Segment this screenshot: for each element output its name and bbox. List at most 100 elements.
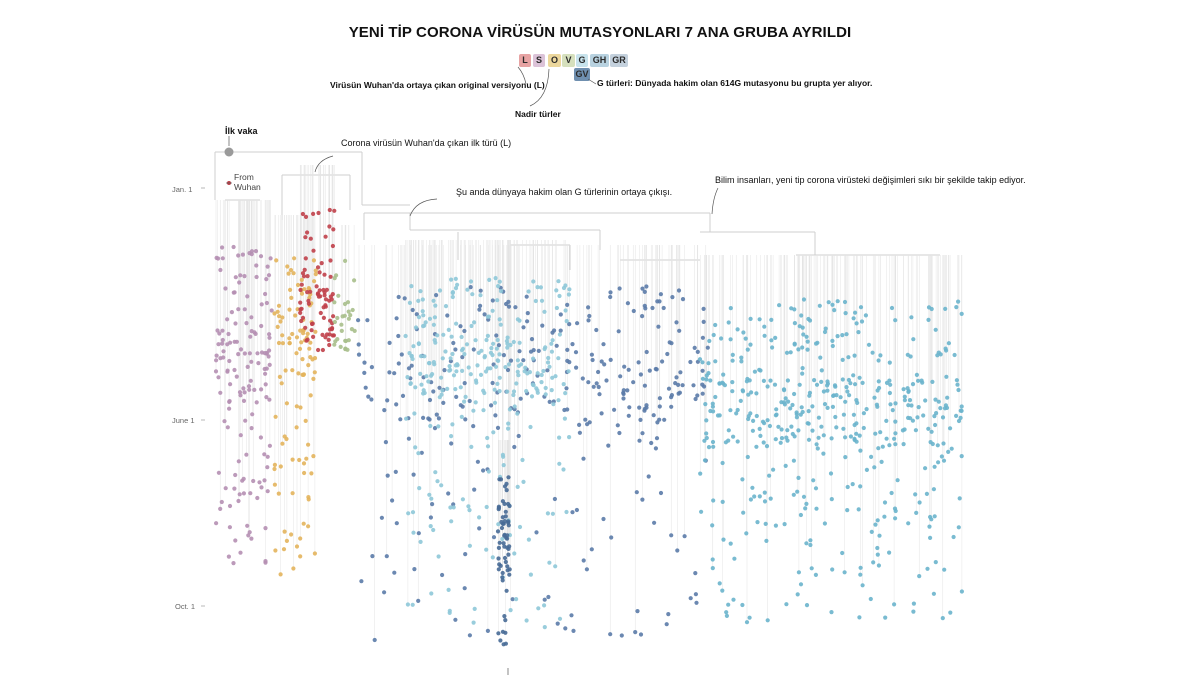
sample-dot-gh-1354 xyxy=(869,454,874,459)
sample-dot-g-965 xyxy=(547,560,552,565)
sample-dot-gr-456 xyxy=(392,570,397,575)
sample-dot-gh-1377 xyxy=(807,318,813,323)
sample-dot-v-358 xyxy=(346,309,351,314)
sample-dot-gh-1360 xyxy=(792,321,798,326)
sample-dot-gr-399 xyxy=(570,342,575,347)
sample-dot-gv-1041 xyxy=(497,562,502,567)
sample-dot-g-742 xyxy=(489,346,494,351)
sample-dot-g-823 xyxy=(486,469,491,474)
sample-dot-gh-1115 xyxy=(821,451,826,456)
sample-dot-gv-1005 xyxy=(499,525,505,531)
sample-dot-gr-565 xyxy=(356,352,362,357)
sample-dot-gr-567 xyxy=(430,502,435,507)
sample-dot-gh-1094 xyxy=(857,615,862,620)
sample-dot-gh-1482 xyxy=(814,341,819,346)
sample-dot-v-364 xyxy=(343,338,348,344)
sample-dot-g-831 xyxy=(463,394,468,399)
sample-dot-gr-663 xyxy=(524,294,529,299)
sample-dot-gh-1493 xyxy=(794,410,799,415)
sample-dot-g-869 xyxy=(543,385,548,391)
annotation-g-emergence: Şu anda dünyaya hakim olan G türlerinin … xyxy=(456,187,673,197)
sample-dot-s-77 xyxy=(226,554,231,559)
sample-dot-gr-620 xyxy=(463,552,468,557)
sample-dot-g-807 xyxy=(527,370,533,375)
sample-dot-gh-1290 xyxy=(795,489,800,494)
sample-dot-gh-1452 xyxy=(792,342,797,347)
sample-dot-gr-414 xyxy=(580,376,585,381)
sample-dot-g-932 xyxy=(505,389,510,394)
sample-dot-o-224 xyxy=(299,277,304,282)
sample-dot-gh-1168 xyxy=(933,397,938,402)
sample-dot-g-921 xyxy=(546,355,551,361)
sample-dot-gh-1330 xyxy=(763,521,768,527)
legend-chip-l: L xyxy=(519,54,531,67)
sample-dot-g-922 xyxy=(481,388,486,393)
sample-dot-gr-599 xyxy=(555,621,560,626)
sample-dot-v-349 xyxy=(346,316,351,321)
sample-dot-gr-587 xyxy=(574,365,579,370)
sample-dot-gr-668 xyxy=(573,350,579,355)
sample-dot-l-268 xyxy=(300,315,306,320)
sample-dot-gr-408 xyxy=(661,305,666,311)
sample-dot-gh-1332 xyxy=(778,440,783,445)
sample-dot-g-726 xyxy=(495,381,500,386)
sample-dot-gh-1218 xyxy=(935,443,940,448)
sample-dot-l-325 xyxy=(328,318,333,323)
sample-dot-gr-404 xyxy=(622,364,627,369)
sample-dot-gh-1163 xyxy=(711,444,716,449)
sample-dot-g-959 xyxy=(441,332,446,337)
sample-dot-gr-654 xyxy=(638,632,644,637)
sample-dot-gh-1433 xyxy=(785,378,791,383)
sample-dot-gr-515 xyxy=(467,633,472,638)
sample-dot-s-50 xyxy=(227,525,232,530)
sample-dot-gh-1128 xyxy=(838,395,843,400)
sample-dot-g-766 xyxy=(460,368,465,373)
sample-dot-s-56 xyxy=(249,536,254,541)
sample-dot-gr-415 xyxy=(695,393,700,398)
sample-dot-l-271 xyxy=(303,256,308,261)
sample-dot-gr-463 xyxy=(584,567,590,572)
sample-dot-s-26 xyxy=(232,367,237,373)
sample-dot-g-808 xyxy=(429,496,434,501)
sample-dot-l-321 xyxy=(327,298,332,303)
sample-dot-l-318 xyxy=(327,224,332,229)
sample-dot-s-36 xyxy=(255,351,260,356)
sample-dot-gr-579 xyxy=(642,303,647,308)
sample-dot-gh-1256 xyxy=(754,444,759,449)
sample-dot-s-13 xyxy=(245,523,250,528)
sample-dot-o-156 xyxy=(306,363,311,368)
sample-dot-gh-1301 xyxy=(954,413,959,418)
sample-dot-gh-1206 xyxy=(741,330,746,335)
sample-dot-gr-514 xyxy=(463,417,468,422)
sample-dot-g-779 xyxy=(557,332,563,337)
sample-dot-g-776 xyxy=(408,381,413,386)
sample-dot-gr-469 xyxy=(493,413,498,418)
sample-dot-gh-1327 xyxy=(888,382,893,387)
sample-dot-gh-1343 xyxy=(806,409,811,414)
sample-dot-s-122 xyxy=(262,478,267,483)
sample-dot-s-53 xyxy=(248,378,253,383)
sample-dot-g-816 xyxy=(432,338,437,343)
sample-dot-gv-1031 xyxy=(503,559,508,565)
sample-dot-g-982 xyxy=(437,288,443,293)
sample-dot-gh-1496 xyxy=(911,337,916,342)
sample-dot-s-0 xyxy=(213,369,219,374)
sample-dot-g-768 xyxy=(512,551,517,556)
sample-dot-o-159 xyxy=(306,524,311,529)
sample-dot-gh-1307 xyxy=(906,521,911,526)
sample-dot-gh-1112 xyxy=(814,382,820,387)
sample-dot-gh-1135 xyxy=(773,335,778,340)
sample-dot-gh-1447 xyxy=(939,454,945,459)
sample-dot-g-812 xyxy=(556,279,561,284)
sample-dot-gh-1521 xyxy=(859,319,865,324)
sample-dot-s-139 xyxy=(220,256,225,261)
sample-dot-gh-1472 xyxy=(795,592,800,597)
sample-dot-g-740 xyxy=(563,308,568,313)
sample-dot-gh-1228 xyxy=(761,440,766,445)
sample-dot-gh-1458 xyxy=(946,449,951,454)
sample-dot-gr-462 xyxy=(662,417,667,422)
sample-dot-gh-1239 xyxy=(745,347,750,352)
sample-dot-gh-1293 xyxy=(800,325,805,330)
sample-dot-gr-530 xyxy=(669,395,674,400)
sample-dot-gh-1233 xyxy=(830,343,835,349)
